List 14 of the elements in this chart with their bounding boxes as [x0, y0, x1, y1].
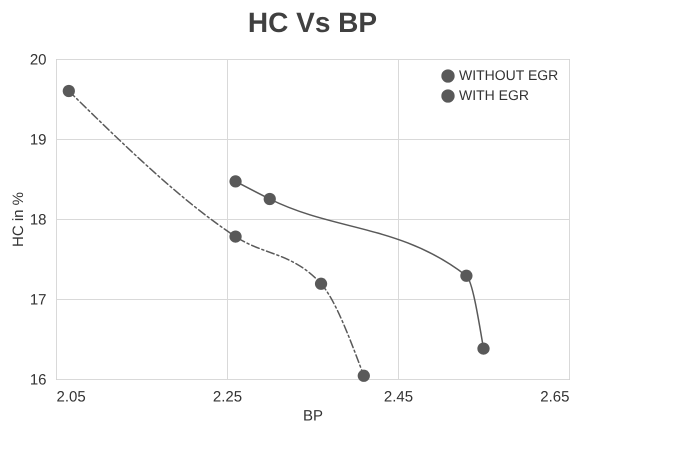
y-tick-label: 17	[30, 292, 46, 308]
y-axis-title: HC in %	[10, 192, 27, 248]
y-tick-label: 20	[30, 52, 46, 68]
chart-title: HC Vs BP	[248, 7, 378, 38]
legend-label: WITH EGR	[459, 87, 529, 103]
y-tick-label: 16	[30, 372, 46, 388]
x-axis-title: BP	[302, 408, 324, 424]
x-tick-label: 2.05	[56, 388, 86, 406]
x-tick-label: 2.65	[540, 388, 570, 406]
x-tick-label: 2.45	[384, 388, 414, 406]
x-tick-label: 2.25	[212, 388, 242, 406]
y-tick-label: 18	[30, 212, 46, 228]
y-tick-label: 19	[30, 132, 46, 148]
legend-label: WITHOUT EGR	[459, 67, 558, 83]
